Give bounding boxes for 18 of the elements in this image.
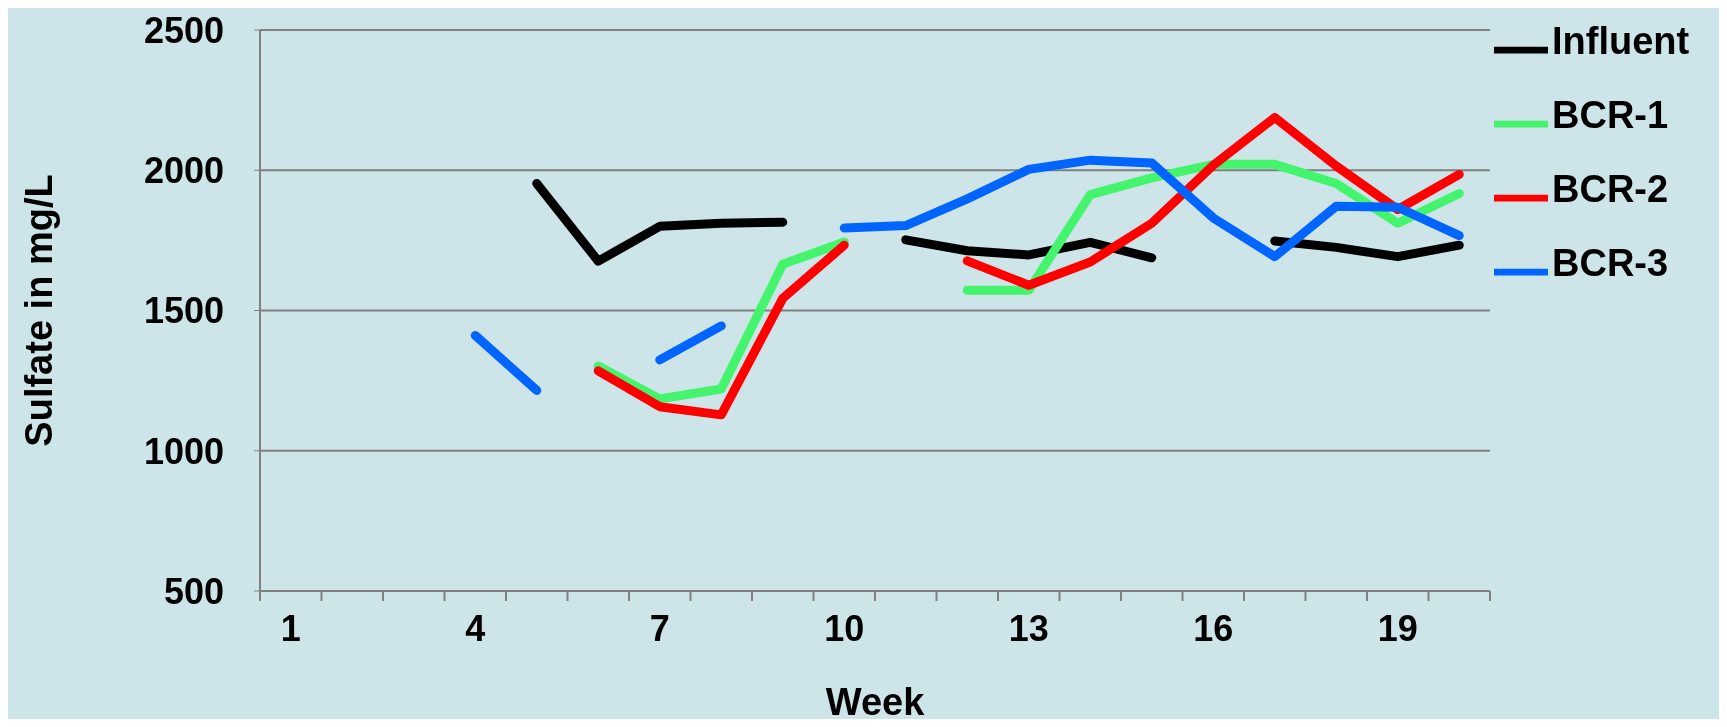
y-tick-label: 1000 bbox=[143, 430, 224, 472]
x-axis-title: Week bbox=[825, 681, 926, 723]
x-tick-label: 4 bbox=[465, 608, 486, 649]
legend-label: BCR-1 bbox=[1552, 94, 1669, 136]
legend-label: BCR-2 bbox=[1552, 168, 1669, 210]
y-tick-label: 2000 bbox=[143, 150, 224, 192]
y-tick-label: 2500 bbox=[143, 9, 224, 51]
legend-label: BCR-3 bbox=[1552, 242, 1669, 284]
y-tick-label: 500 bbox=[163, 570, 224, 612]
x-tick-label: 13 bbox=[1008, 608, 1049, 649]
x-tick-label: 1 bbox=[280, 608, 301, 649]
x-tick-label: 7 bbox=[649, 608, 670, 649]
x-tick-label: 10 bbox=[824, 608, 865, 649]
legend-label: Influent bbox=[1552, 20, 1690, 62]
x-tick-label: 19 bbox=[1377, 608, 1418, 649]
x-tick-label: 16 bbox=[1193, 608, 1234, 649]
y-tick-label: 1500 bbox=[143, 290, 224, 332]
y-axis-title: Sulfate in mg/L bbox=[18, 174, 61, 447]
